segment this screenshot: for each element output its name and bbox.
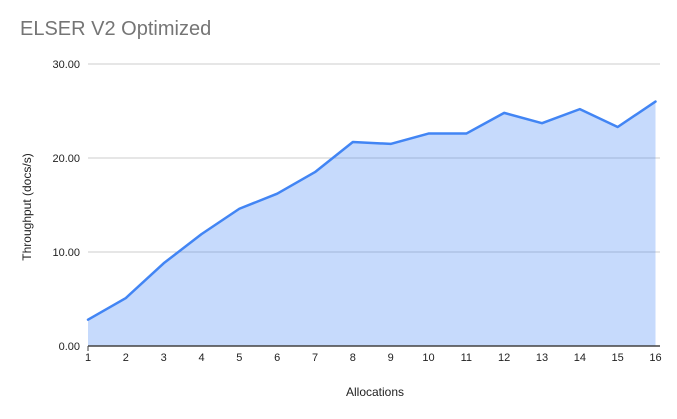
y-tick-label: 30.00 xyxy=(52,59,80,71)
x-tick-label: 8 xyxy=(350,352,356,364)
y-tick-label: 20.00 xyxy=(52,153,80,165)
x-tick-label: 14 xyxy=(574,352,586,364)
x-tick-label: 3 xyxy=(161,352,167,364)
series-line xyxy=(86,100,657,321)
x-tick-label: 7 xyxy=(312,352,318,364)
x-axis-title: Allocations xyxy=(345,385,405,399)
x-tick-label: 5 xyxy=(236,352,242,364)
x-tick-label: 10 xyxy=(422,352,434,364)
x-tick-label: 15 xyxy=(612,352,624,364)
x-tick-label: 1 xyxy=(85,352,91,364)
series-area xyxy=(88,101,656,346)
x-tick-label: 2 xyxy=(123,352,129,364)
x-tick-label: 9 xyxy=(388,352,394,364)
x-tick-label: 6 xyxy=(274,352,280,364)
x-tick-label: 16 xyxy=(649,352,661,364)
chart-title: ELSER V2 Optimized xyxy=(20,18,212,40)
x-tick-label: 13 xyxy=(536,352,548,364)
x-tick-label: 12 xyxy=(498,352,510,364)
y-tick-label: 0.00 xyxy=(59,341,80,353)
x-tick-label: 4 xyxy=(198,352,204,364)
x-tick-label: 11 xyxy=(461,352,472,364)
y-tick-label: 10.00 xyxy=(52,247,80,259)
